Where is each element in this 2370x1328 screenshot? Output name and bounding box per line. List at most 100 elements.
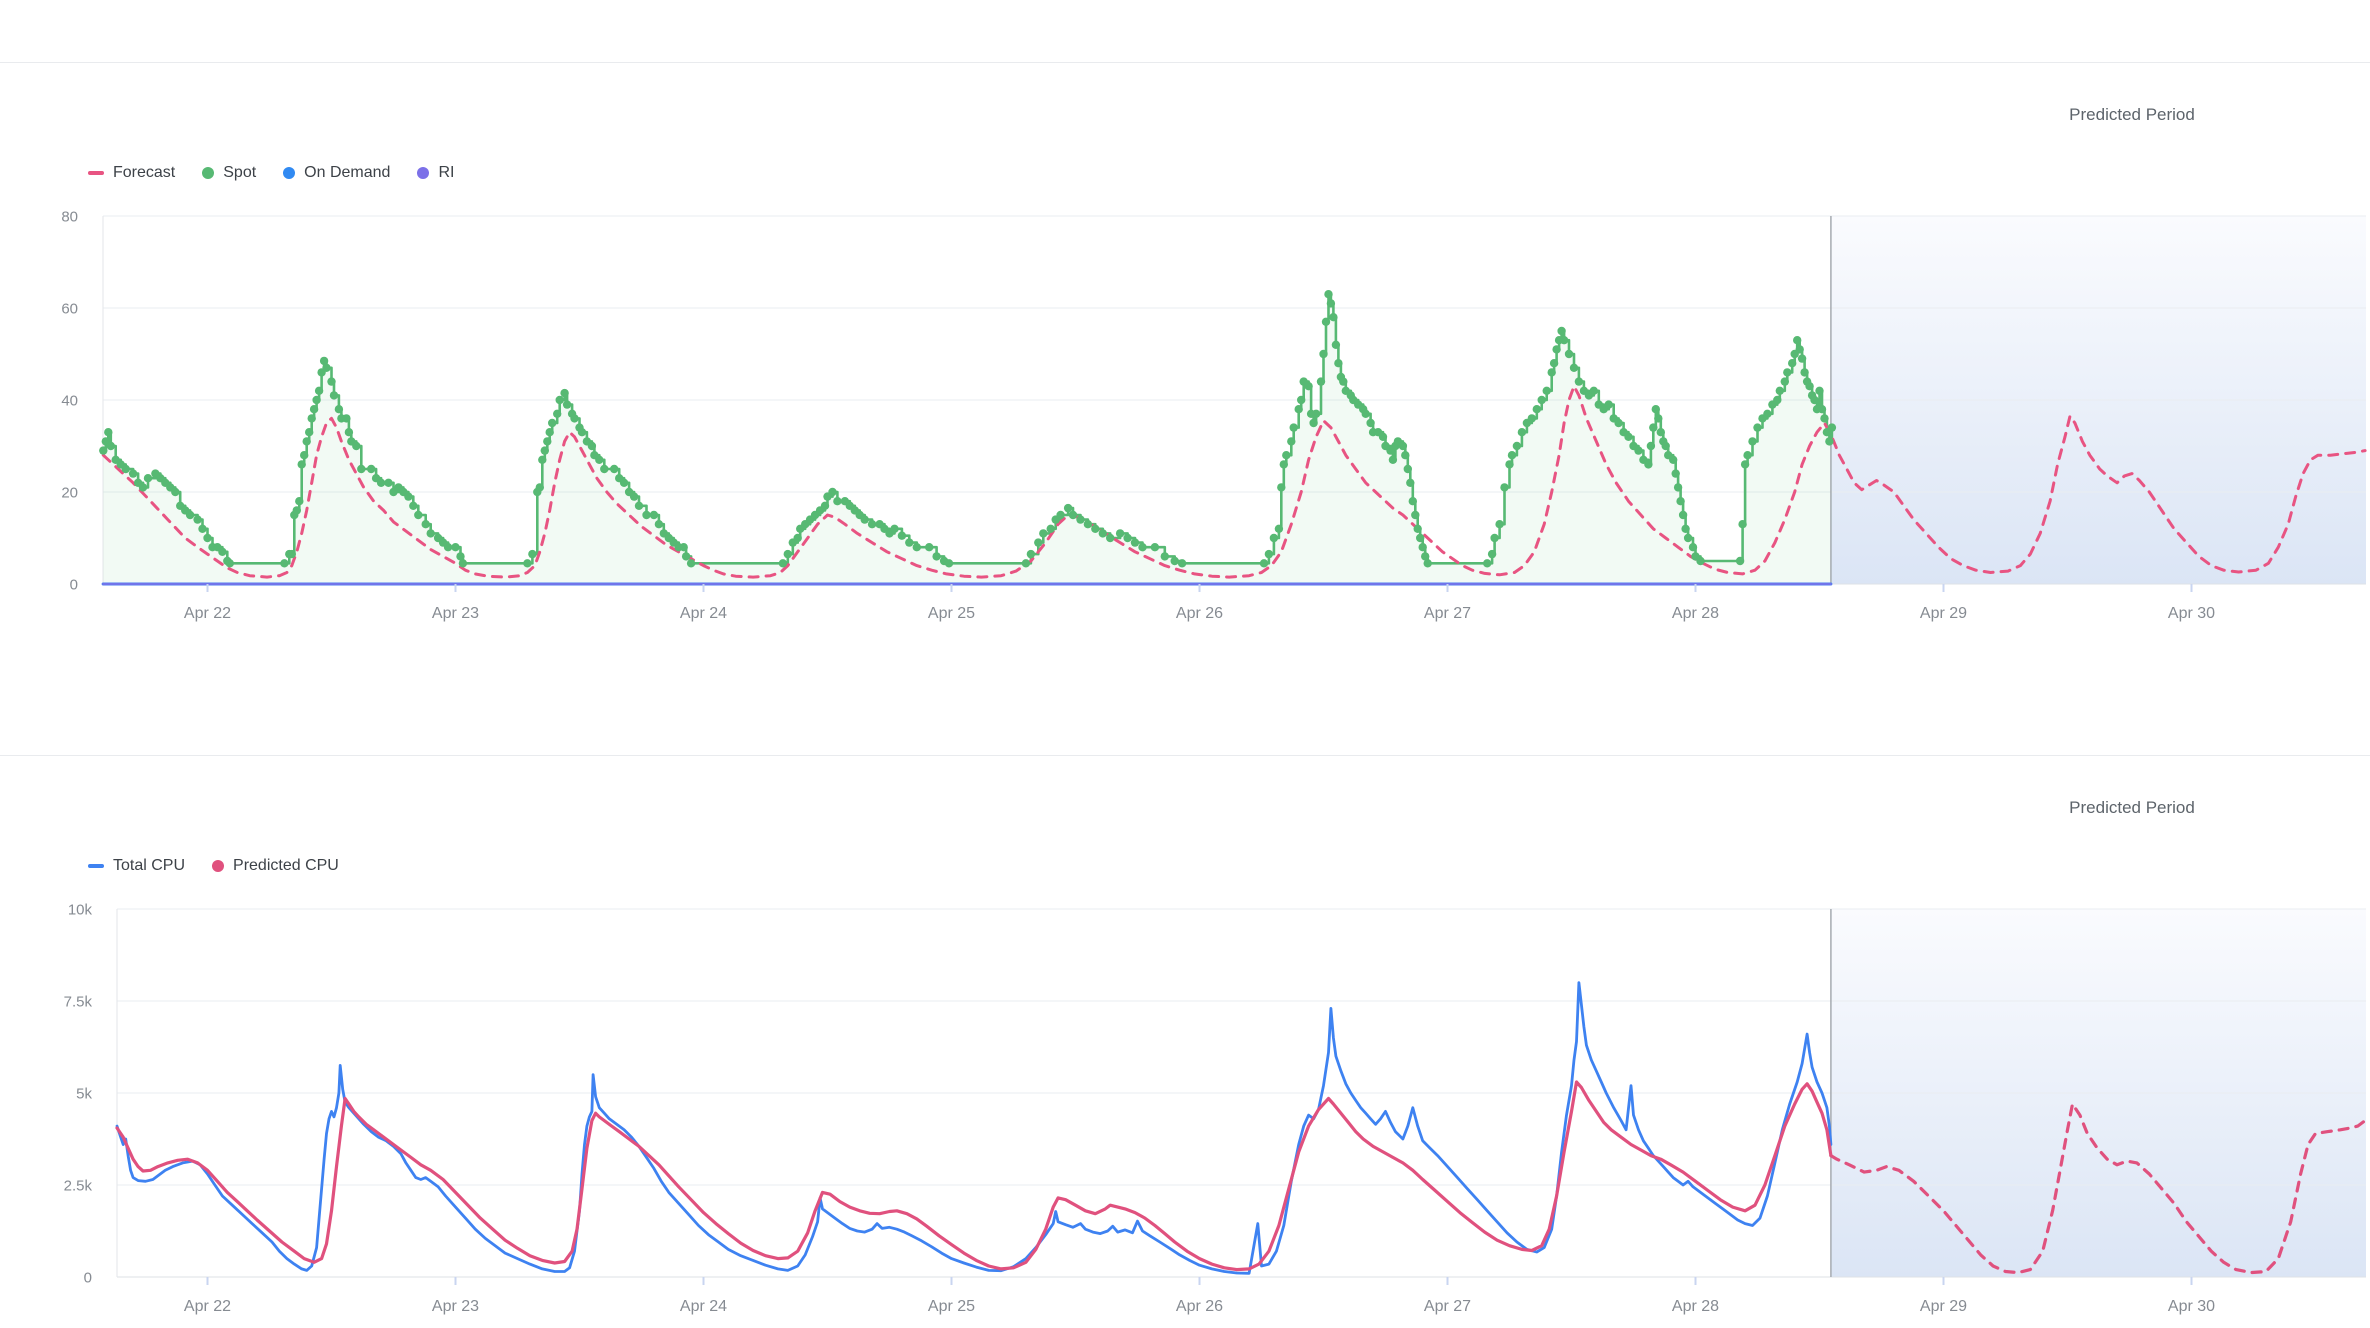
series-marker-spot: [793, 533, 802, 543]
x-axis-tick-label: Apr 28: [1672, 605, 1719, 622]
series-marker-spot: [545, 428, 554, 437]
series-marker-spot: [1656, 428, 1666, 437]
series-marker-spot: [1277, 483, 1286, 492]
series-marker-spot: [1287, 437, 1296, 446]
series-marker-spot: [1401, 451, 1410, 460]
series-marker-spot: [1810, 395, 1819, 405]
y-axis-tick-label: 5k: [76, 1086, 92, 1103]
series-marker-spot: [1334, 359, 1343, 368]
series-marker-spot: [1614, 418, 1623, 428]
series-marker-spot: [1021, 559, 1031, 568]
legend-label: RI: [438, 164, 455, 181]
series-marker-spot: [312, 395, 321, 405]
series-marker-spot: [319, 356, 329, 366]
series-marker-spot: [1123, 533, 1132, 543]
series-marker-spot: [897, 531, 907, 540]
x-axis-tick-label: Apr 24: [680, 1298, 727, 1315]
legend-item-total-cpu[interactable]: Total CPU: [88, 857, 185, 875]
series-marker-spot: [1827, 423, 1837, 432]
x-axis-tick-label: Apr 28: [1672, 1298, 1719, 1315]
x-axis-tick-label: Apr 24: [680, 605, 727, 622]
series-marker-spot: [553, 409, 562, 418]
series-marker-spot: [1644, 460, 1653, 469]
series-marker-spot: [783, 549, 792, 559]
series-marker-spot: [1669, 455, 1678, 464]
series-marker-spot: [1688, 543, 1698, 552]
series-marker-spot: [322, 363, 331, 372]
series-marker-spot: [932, 552, 941, 561]
series-marker-spot: [1763, 409, 1772, 418]
series-marker-spot: [1681, 524, 1690, 533]
series-marker-spot: [1319, 349, 1328, 359]
series-marker-spot: [1517, 428, 1527, 437]
series-marker-spot: [610, 464, 619, 474]
series-marker-spot: [629, 492, 639, 501]
y-axis-tick-label: 2.5k: [64, 1178, 93, 1195]
series-marker-spot: [384, 478, 393, 487]
series-marker-spot: [104, 428, 113, 437]
series-marker-spot: [1490, 533, 1499, 543]
series-marker-spot: [1483, 559, 1492, 568]
series-marker-spot: [1418, 543, 1427, 552]
series-marker-spot: [1671, 469, 1680, 478]
x-axis-tick-label: Apr 23: [432, 605, 479, 622]
series-marker-spot: [106, 441, 116, 451]
series-marker-spot: [1547, 368, 1556, 377]
series-marker-spot: [1098, 529, 1108, 538]
x-axis-tick-label: Apr 22: [184, 605, 231, 622]
series-marker-spot: [1495, 520, 1504, 529]
legend-label: Forecast: [113, 164, 176, 181]
series-forecast: [101, 384, 2367, 579]
series-marker-spot: [376, 478, 386, 487]
series-marker-spot: [185, 510, 195, 520]
legend-item-ri[interactable]: RI: [417, 164, 454, 182]
series-marker-spot: [1673, 483, 1683, 492]
series-marker-spot: [1324, 290, 1333, 299]
series-marker-spot: [600, 464, 609, 474]
chart-legend: Total CPU Predicted CPU: [88, 851, 339, 881]
x-axis-tick-label: Apr 27: [1424, 605, 1471, 622]
series-marker-spot: [1326, 299, 1336, 308]
series-marker-spot: [344, 428, 354, 437]
series-marker-spot: [1039, 529, 1048, 538]
series-marker-spot: [1500, 483, 1509, 492]
series-marker-spot: [634, 501, 644, 510]
series-marker-spot: [1820, 414, 1829, 423]
legend-label: On Demand: [304, 164, 391, 181]
series-marker-spot: [1026, 549, 1036, 559]
predicted-period-label: Predicted Period: [2069, 798, 2195, 817]
series-marker-spot: [334, 405, 344, 414]
series-marker-spot: [1800, 368, 1809, 377]
series-marker-spot: [540, 446, 549, 455]
series-marker-spot: [1115, 529, 1125, 538]
series-marker-spot: [409, 501, 418, 510]
series-marker-spot: [300, 451, 309, 460]
series-marker-spot: [1542, 386, 1551, 395]
predicted-vs-actual-panel: 0 2.5k 5k 7.5k 10k Apr 22 Apr 23 Apr 24 Apr 25 Ap…: [0, 693, 2370, 1328]
series-marker-spot: [1604, 400, 1613, 409]
series-marker-spot: [1408, 497, 1418, 506]
legend-item-forecast[interactable]: Forecast: [88, 164, 175, 182]
series-marker-spot: [1083, 520, 1093, 529]
y-axis-tick-label: 80: [61, 209, 78, 226]
series-marker-spot: [280, 559, 289, 568]
series-marker-spot: [138, 483, 148, 492]
legend-item-predicted-cpu[interactable]: Predicted CPU: [212, 857, 339, 875]
series-marker-spot: [342, 414, 351, 423]
series-marker-spot: [426, 529, 435, 538]
series-marker-spot: [1512, 441, 1522, 451]
series-marker-spot: [867, 520, 877, 529]
series-marker-spot: [1388, 455, 1398, 464]
series-marker-spot: [1170, 556, 1179, 566]
legend-item-spot[interactable]: Spot: [202, 164, 256, 182]
series-marker-spot: [820, 501, 830, 510]
series-marker-spot: [1559, 336, 1569, 345]
series-marker-spot: [414, 510, 423, 520]
series-marker-spot: [778, 559, 788, 568]
series-marker-spot: [1304, 382, 1313, 391]
series-marker-spot: [681, 552, 691, 561]
series-marker-spot: [1564, 349, 1574, 359]
series-marker-spot: [535, 483, 544, 492]
series-marker-spot: [1661, 441, 1670, 451]
legend-item-on-demand[interactable]: On Demand: [283, 164, 390, 182]
